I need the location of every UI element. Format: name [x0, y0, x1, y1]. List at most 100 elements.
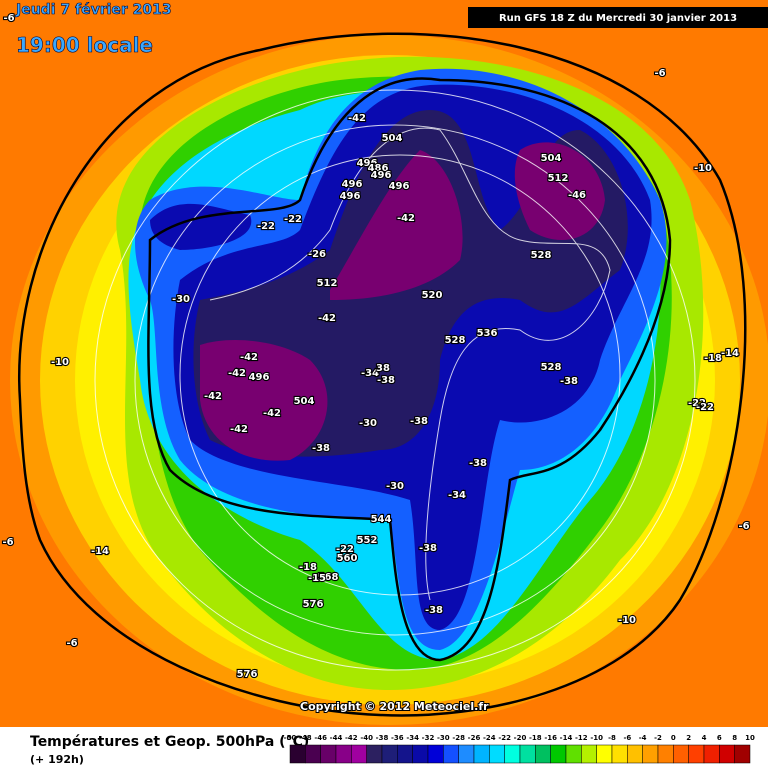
colorbar-cell	[565, 744, 582, 764]
contour-label: 496	[371, 170, 392, 181]
colorbar-cell	[550, 744, 567, 764]
run-info: Run GFS 18 Z du Mercredi 30 janvier 2013	[499, 13, 737, 24]
contour-label: -18	[704, 353, 722, 364]
colorbar-cell	[335, 744, 352, 764]
contour-label: -46	[568, 190, 586, 201]
colorbar-tick-label: -50	[284, 734, 297, 742]
colorbar-tick-label: -18	[529, 734, 542, 742]
contour-label: -38	[410, 416, 428, 427]
colorbar-tick-label: -38	[376, 734, 389, 742]
contour-label: -38	[312, 443, 330, 454]
footer-lead: (+ 192h)	[30, 753, 84, 766]
contour-label: -15	[308, 573, 326, 584]
contour-label: 512	[548, 173, 569, 184]
contour-label: -6	[66, 638, 77, 649]
contour-label: -22	[696, 402, 714, 413]
colorbar-cell	[381, 744, 398, 764]
colorbar-tick-label: -42	[345, 734, 358, 742]
colorbar-tick-label: 8	[732, 734, 737, 742]
contour-labels: -42504496486496496496496-42504512-465285…	[1, 12, 750, 681]
contour-label: -10	[618, 615, 636, 626]
contour-label: 496	[357, 158, 378, 169]
contour-label: 528	[541, 362, 562, 373]
contour-label: 576	[303, 599, 324, 610]
colorbar-cell	[305, 744, 321, 764]
contour-label: -38	[425, 605, 443, 616]
colorbar-tick-label: -32	[422, 734, 435, 742]
contour-label: -6	[654, 68, 665, 79]
contour-label: -6	[2, 537, 13, 548]
contour-label: -10	[51, 357, 69, 368]
colorbar-cell	[627, 744, 643, 764]
colorbar-cell	[642, 744, 659, 764]
contour-label: -14	[721, 348, 739, 359]
colorbar-cell	[703, 744, 720, 764]
colorbar-tick-label: 6	[717, 734, 722, 742]
colorbar-cell	[427, 744, 444, 764]
colorbar-tick-label: -16	[544, 734, 557, 742]
contour-label: 552	[357, 535, 378, 546]
colorbar-tick-label: -22	[498, 734, 511, 742]
contour-label: 504	[294, 396, 315, 407]
colorbar-tick-label: 10	[745, 734, 755, 742]
contour-label: -42	[318, 313, 336, 324]
colorbar-tick-label: -6	[623, 734, 631, 742]
contour-label: 544	[371, 514, 392, 525]
colorbar-tick-label: -28	[452, 734, 465, 742]
colorbar-cell	[719, 744, 735, 764]
contour-label: 38	[376, 363, 390, 374]
contour-label: 504	[382, 133, 403, 144]
colorbar-cell	[412, 744, 429, 764]
colorbar-tick-label: -14	[560, 734, 573, 742]
colorbar-tick-label: -26	[468, 734, 481, 742]
colorbar-cell	[688, 744, 705, 764]
colorbar-tick-label: -48	[299, 734, 312, 742]
footer-title: Températures et Geop. 500hPa (°C)	[30, 734, 309, 750]
colorbar-cell	[581, 744, 597, 764]
freezing-contours	[18, 32, 747, 717]
copyright: Copyright © 2012 Meteociel.fr	[300, 700, 489, 713]
contour-label: -6	[3, 13, 14, 24]
colorbar-tick-label: -30	[437, 734, 450, 742]
contour-label: -42	[228, 368, 246, 379]
contours	[94, 89, 696, 671]
contour-label: 560	[337, 553, 358, 564]
contour-label: -18	[299, 562, 317, 573]
colorbar-tick-label: 4	[702, 734, 707, 742]
colorbar-tick-label: -20	[514, 734, 527, 742]
contour-label: -34	[448, 490, 466, 501]
contour-label: 504	[541, 153, 562, 164]
contour-label: -22	[688, 398, 706, 409]
contour-label: -42	[204, 391, 222, 402]
colorbar-tick-label: -40	[360, 734, 373, 742]
colorbar-cell	[673, 744, 689, 764]
colorbar-cell	[734, 744, 751, 764]
colorbar-cell	[397, 744, 413, 764]
contour-label: 528	[531, 250, 552, 261]
colorbar-cell	[504, 744, 521, 764]
colorbar-tick-label: -2	[654, 734, 662, 742]
colorbar-cell	[535, 744, 551, 764]
contour-label: -22	[284, 214, 302, 225]
colorbar-cell	[657, 744, 674, 764]
contour-label: -22	[257, 221, 275, 232]
run-box	[468, 7, 768, 28]
colorbar-tick-label: 2	[686, 734, 691, 742]
contour-label: -38	[419, 543, 437, 554]
contour-label: 486	[368, 163, 389, 174]
contour-label: 512	[317, 278, 338, 289]
contour-label: -38	[469, 458, 487, 469]
colorbar-cell	[351, 744, 367, 764]
colorbar-cell	[289, 744, 306, 764]
forecast-date: Jeudi 7 février 2013	[15, 2, 172, 18]
contour-label: -30	[386, 481, 404, 492]
colorbar-cell	[519, 744, 536, 764]
contour-label: -10	[694, 163, 712, 174]
contour-label: -42	[240, 352, 258, 363]
contour-label: -42	[397, 213, 415, 224]
colorbar-tick-label: -34	[406, 734, 419, 742]
contour-label: -34	[361, 368, 379, 379]
colorbar-tick-label: 0	[671, 734, 676, 742]
contour-label: -14	[91, 546, 109, 557]
